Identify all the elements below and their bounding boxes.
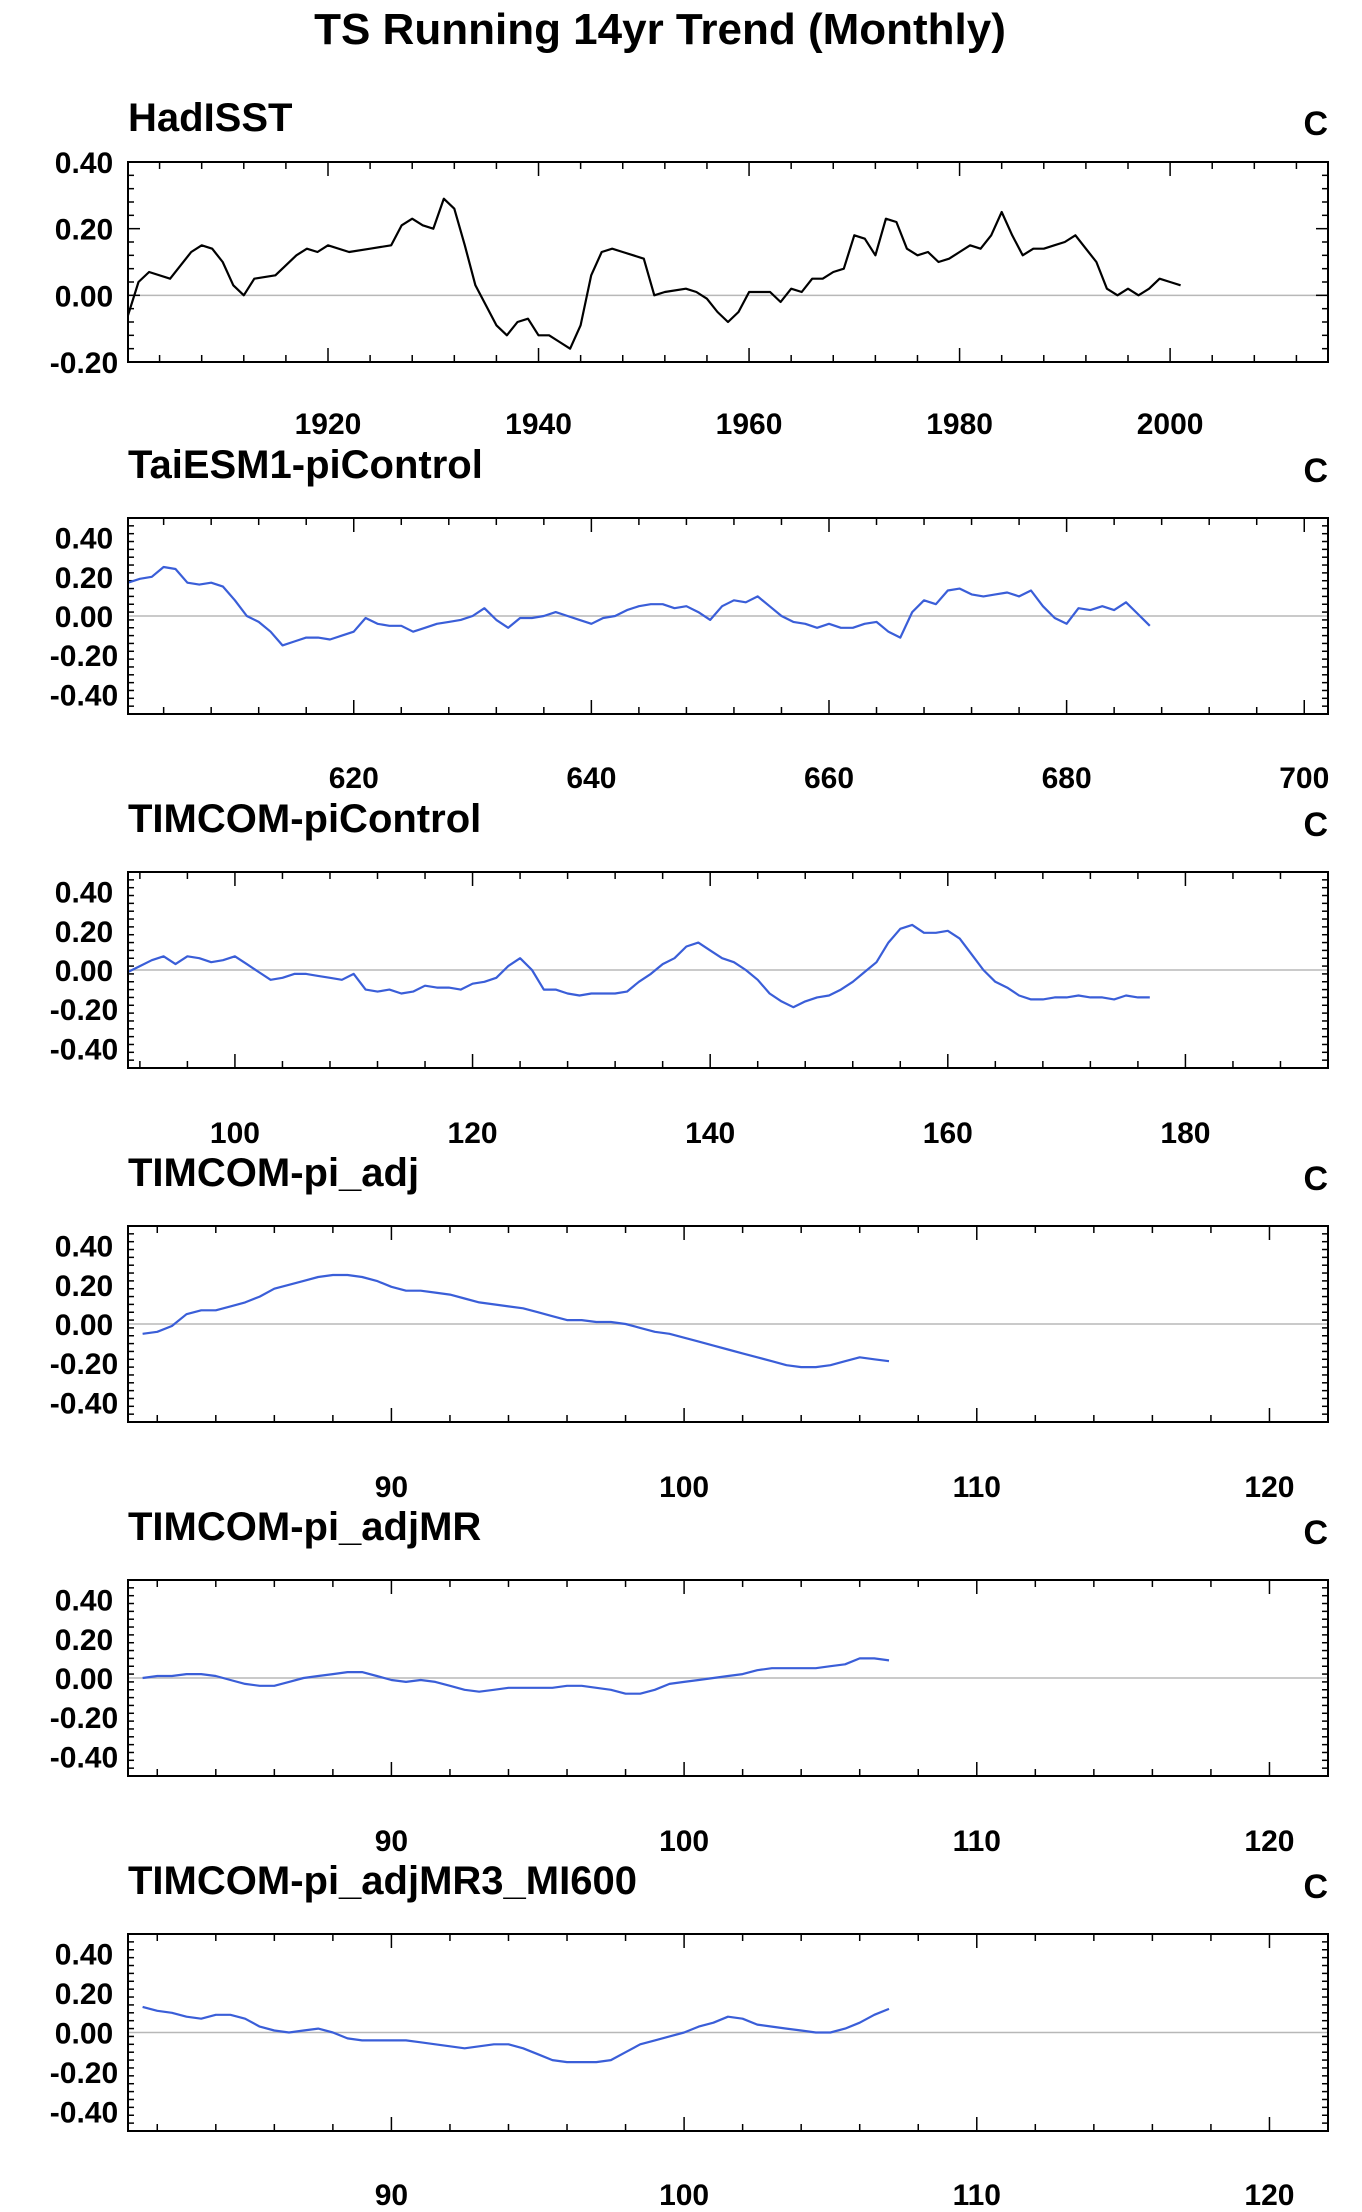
y-tick-label: -0.20	[50, 1702, 118, 1735]
series-line	[127, 923, 1150, 1009]
x-tick-label: 620	[329, 762, 379, 795]
y-tick-label: -0.40	[50, 1033, 118, 1066]
y-tick-label: 0.40	[55, 1585, 113, 1618]
panel-title: HadISST	[128, 96, 292, 140]
y-tick-label: -0.40	[50, 1741, 118, 1774]
x-tick-label: 110	[953, 1825, 1001, 1858]
y-tick-label: 0.40	[55, 523, 113, 556]
y-tick-label: -0.20	[50, 2057, 118, 2090]
x-tick-label: 680	[1042, 762, 1092, 795]
panel-4: TIMCOM-pi_adj C -0.40 -0.20 0.00 0.20 0.40 90 10…	[50, 1151, 1329, 1504]
figure-title: TS Running 14yr Trend (Monthly)	[314, 5, 1006, 54]
x-tick-label: 640	[566, 762, 616, 795]
x-tick-label: 120	[1244, 1471, 1294, 1504]
x-tick-label: 100	[659, 2179, 709, 2212]
plot-frame	[127, 161, 1329, 363]
x-tick-label: 110	[953, 2179, 1001, 2212]
x-tick-label: 100	[659, 1825, 709, 1858]
panel-title: TIMCOM-piControl	[128, 797, 481, 841]
y-tick-label: 0.40	[55, 1939, 113, 1972]
series-line	[126, 197, 1181, 350]
plot-frame	[127, 1933, 1329, 2132]
y-tick-label: 0.20	[55, 562, 113, 595]
panel-title: TIMCOM-pi_adjMR3_MI600	[128, 1859, 637, 1903]
panel-3: TIMCOM-piControl C -0.40 -0.20 0.00 0.20 0.40 1…	[50, 797, 1329, 1150]
panel-title: TaiESM1-piControl	[128, 443, 483, 487]
plot-frame	[127, 1579, 1329, 1777]
y-tick-label: 0.00	[55, 280, 113, 313]
panels: HadISST C -0.20 0.00 0.20 0.40 1920 1940 1960 198…	[50, 96, 1329, 2212]
x-tick-label: 1980	[926, 408, 993, 441]
x-tick-label: 120	[1244, 1825, 1294, 1858]
x-tick-label: 90	[375, 1471, 408, 1504]
y-tick-label: 0.20	[55, 1978, 113, 2011]
x-tick-label: 110	[953, 1471, 1001, 1504]
y-tick-label: 0.40	[55, 877, 113, 910]
x-tick-label: 120	[1244, 2179, 1294, 2212]
x-tick-label: 1960	[716, 408, 783, 441]
panel-5: TIMCOM-pi_adjMR C -0.40 -0.20 0.00 0.20 0.40 90…	[50, 1505, 1329, 1858]
y-tick-label: 0.00	[55, 601, 113, 634]
y-tick-label: -0.40	[50, 1387, 118, 1420]
series-line	[142, 1657, 890, 1695]
x-tick-label: 90	[375, 1825, 408, 1858]
y-tick-label: 0.20	[55, 916, 113, 949]
panel-1: HadISST C -0.20 0.00 0.20 0.40 1920 1940 1960 198…	[50, 96, 1329, 441]
panel-title: TIMCOM-pi_adj	[128, 1151, 419, 1195]
plot-frame	[127, 1225, 1329, 1423]
x-tick-label: 700	[1279, 762, 1329, 795]
x-tick-label: 120	[448, 1117, 498, 1150]
y-tick-label: 0.00	[55, 1663, 113, 1696]
y-tick-label: -0.20	[50, 1348, 118, 1381]
y-tick-label: 0.00	[55, 2018, 113, 2051]
x-tick-label: 660	[804, 762, 854, 795]
series-line	[127, 565, 1151, 647]
plot-frame	[127, 871, 1329, 1069]
units-label: C	[1303, 1514, 1328, 1552]
y-tick-label: 0.20	[55, 1270, 113, 1303]
x-tick-label: 90	[375, 2179, 408, 2212]
plot-frame	[127, 517, 1329, 715]
units-label: C	[1303, 452, 1328, 490]
y-tick-label: 0.00	[55, 1309, 113, 1342]
y-tick-label: 0.20	[55, 1624, 113, 1657]
y-tick-label: 0.00	[55, 955, 113, 988]
units-label: C	[1303, 1868, 1328, 1906]
y-tick-label: 0.20	[55, 214, 113, 247]
y-tick-label: -0.40	[50, 679, 118, 712]
x-tick-label: 1940	[505, 408, 572, 441]
x-tick-label: 100	[210, 1117, 260, 1150]
x-tick-label: 1920	[295, 408, 362, 441]
x-tick-label: 140	[685, 1117, 735, 1150]
units-label: C	[1303, 1160, 1328, 1198]
panel-6: TIMCOM-pi_adjMR3_MI600 C -0.40 -0.20 0.00 0.2…	[50, 1859, 1329, 2212]
y-tick-label: -0.20	[50, 347, 118, 380]
series-line	[142, 2005, 890, 2064]
y-tick-label: -0.20	[50, 994, 118, 1027]
series-line	[142, 1273, 890, 1369]
units-label: C	[1303, 806, 1328, 844]
panel-2: TaiESM1-piControl C -0.40 -0.20 0.00 0.20 0.40…	[50, 443, 1329, 795]
x-tick-label: 180	[1160, 1117, 1210, 1150]
y-tick-label: -0.20	[50, 640, 118, 673]
units-label: C	[1303, 105, 1328, 143]
x-tick-label: 160	[923, 1117, 973, 1150]
panel-title: TIMCOM-pi_adjMR	[128, 1505, 481, 1549]
y-tick-label: 0.40	[55, 1231, 113, 1264]
x-tick-label: 2000	[1137, 408, 1204, 441]
y-tick-label: 0.40	[55, 147, 113, 180]
x-tick-label: 100	[659, 1471, 709, 1504]
y-tick-label: -0.40	[50, 2096, 118, 2129]
